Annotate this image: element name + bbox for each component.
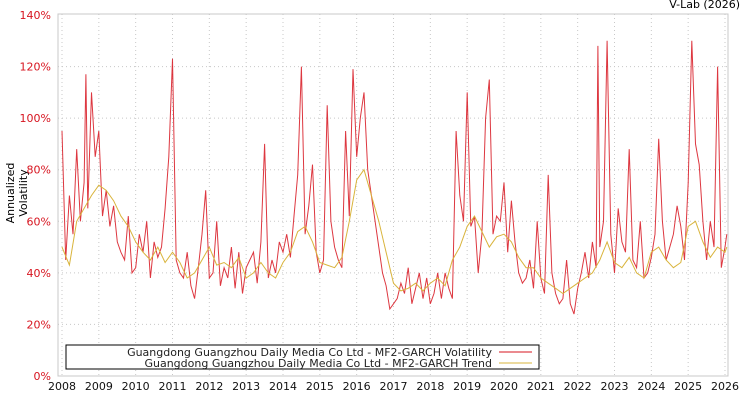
x-tick-label: 2011	[159, 380, 187, 393]
y-tick-labels: 0% 20% 40% 60% 80% 100% 120% 140%	[20, 9, 51, 383]
legend-label-volatility: Guangdong Guangzhou Daily Media Co Ltd -…	[127, 346, 492, 359]
y-tick-label: 80%	[27, 164, 51, 177]
x-tick-label: 2023	[601, 380, 629, 393]
plot-frame	[57, 13, 729, 377]
x-tick-label: 2022	[564, 380, 592, 393]
chart-credit: V-Lab (2026)	[669, 0, 740, 11]
y-tick-label: 20%	[27, 318, 51, 331]
x-tick-label: 2021	[527, 380, 555, 393]
y-tick-label: 140%	[20, 9, 51, 22]
grid-lines	[58, 14, 728, 376]
x-tick-label: 2016	[343, 380, 371, 393]
x-tick-label: 2013	[232, 380, 260, 393]
x-tick-label: 2015	[306, 380, 334, 393]
y-tick-label: 100%	[20, 112, 51, 125]
x-tick-label: 2025	[674, 380, 702, 393]
x-tick-label: 2010	[122, 380, 150, 393]
legend-label-trend: Guangdong Guangzhou Daily Media Co Ltd -…	[144, 357, 492, 370]
volatility-line	[61, 40, 728, 315]
x-tick-label: 2014	[269, 380, 297, 393]
x-tick-label: 2024	[637, 380, 665, 393]
legend-box	[65, 344, 540, 370]
legend: Guangdong Guangzhou Daily Media Co Ltd -…	[65, 344, 540, 370]
x-tick-label: 2026	[711, 380, 739, 393]
y-tick-label: 0%	[34, 370, 51, 383]
x-tick-label: 2019	[453, 380, 481, 393]
x-tick-label: 2012	[195, 380, 223, 393]
y-tick-label: 40%	[27, 267, 51, 280]
x-tick-label: 2017	[380, 380, 408, 393]
x-tick-label: 2008	[48, 380, 76, 393]
trend-line	[61, 168, 728, 295]
x-tick-label: 2018	[416, 380, 444, 393]
x-tick-labels: 2008 2009 2010 2011 2012 2013 2014 2015 2016 2017…	[48, 380, 739, 393]
y-tick-label: 60%	[27, 215, 51, 228]
x-tick-label: 2020	[490, 380, 518, 393]
series-lines	[61, 40, 728, 315]
y-tick-label: 120%	[20, 61, 51, 74]
x-tick-label: 2009	[85, 380, 113, 393]
